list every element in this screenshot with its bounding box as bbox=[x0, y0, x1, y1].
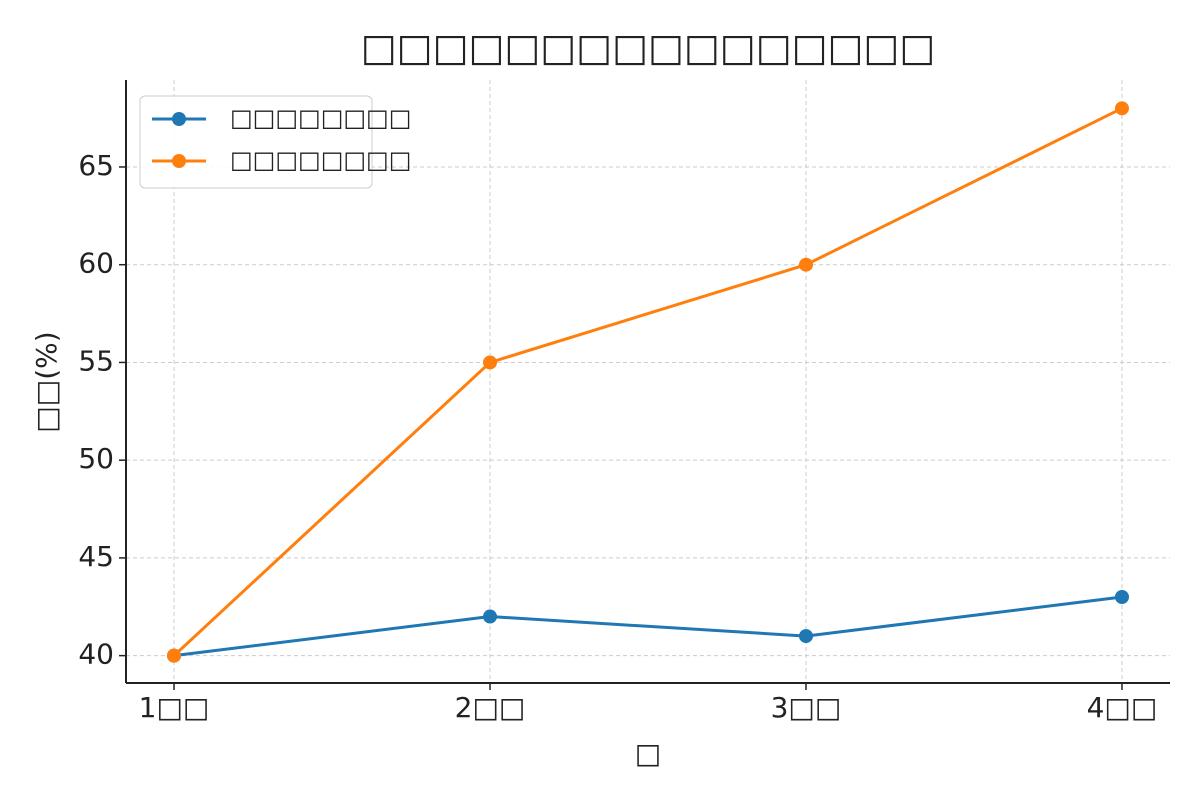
data-point bbox=[1114, 101, 1129, 116]
x-tick-label: 4□□ bbox=[1087, 691, 1158, 724]
y-tick-label: 65 bbox=[78, 149, 114, 182]
y-tick-label: 60 bbox=[78, 247, 114, 280]
x-tick-label: 2□□ bbox=[455, 691, 526, 724]
series-line bbox=[173, 595, 1123, 658]
data-point bbox=[798, 629, 813, 644]
data-point bbox=[1114, 589, 1129, 604]
legend-marker bbox=[172, 112, 186, 126]
legend-label: □□□□□□□□ bbox=[230, 146, 411, 174]
y-tick-label: 50 bbox=[78, 442, 114, 475]
y-tick-label: 55 bbox=[78, 344, 114, 377]
chart-title: □□□□□□□□□□□□□□□□ bbox=[361, 26, 935, 70]
y-tick-label: 45 bbox=[78, 540, 114, 573]
data-point bbox=[483, 609, 498, 624]
y-tick-label: 40 bbox=[78, 638, 114, 671]
legend-marker bbox=[172, 154, 186, 168]
x-tick-label: 3□□ bbox=[771, 691, 842, 724]
data-point bbox=[798, 257, 813, 272]
data-point bbox=[167, 648, 182, 663]
x-axis-label: □ bbox=[635, 737, 661, 770]
series-line bbox=[173, 106, 1123, 657]
data-point bbox=[483, 355, 498, 370]
legend-label: □□□□□□□□ bbox=[230, 104, 411, 132]
x-tick-label: 1□□ bbox=[139, 691, 210, 724]
y-axis-label: □□(%) bbox=[30, 331, 63, 432]
